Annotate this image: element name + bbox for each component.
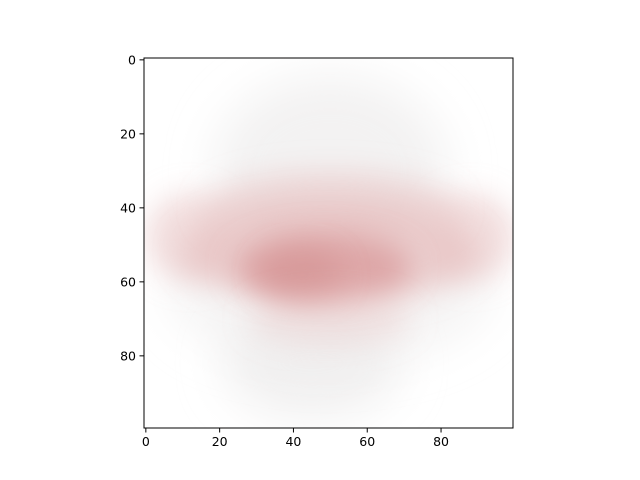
y-tick-label: 80	[120, 348, 136, 363]
y-tick-label: 0	[128, 52, 136, 67]
x-tick-label: 0	[142, 434, 150, 449]
x-axis: 0 20 40 60 80	[142, 428, 449, 449]
image-blob-10	[249, 292, 412, 345]
y-tick-label: 20	[120, 126, 136, 141]
x-tick-label: 20	[212, 434, 228, 449]
heatmap-image	[145, 74, 513, 419]
x-tick-label: 60	[359, 434, 375, 449]
y-tick-label: 60	[120, 274, 136, 289]
plot-frame	[143, 57, 514, 429]
y-axis: 0 20 40 60 80	[120, 52, 144, 363]
image-blob-9	[260, 248, 342, 301]
y-tick-label: 40	[120, 200, 136, 215]
x-tick-label: 80	[433, 434, 449, 449]
x-tick-label: 40	[285, 434, 301, 449]
